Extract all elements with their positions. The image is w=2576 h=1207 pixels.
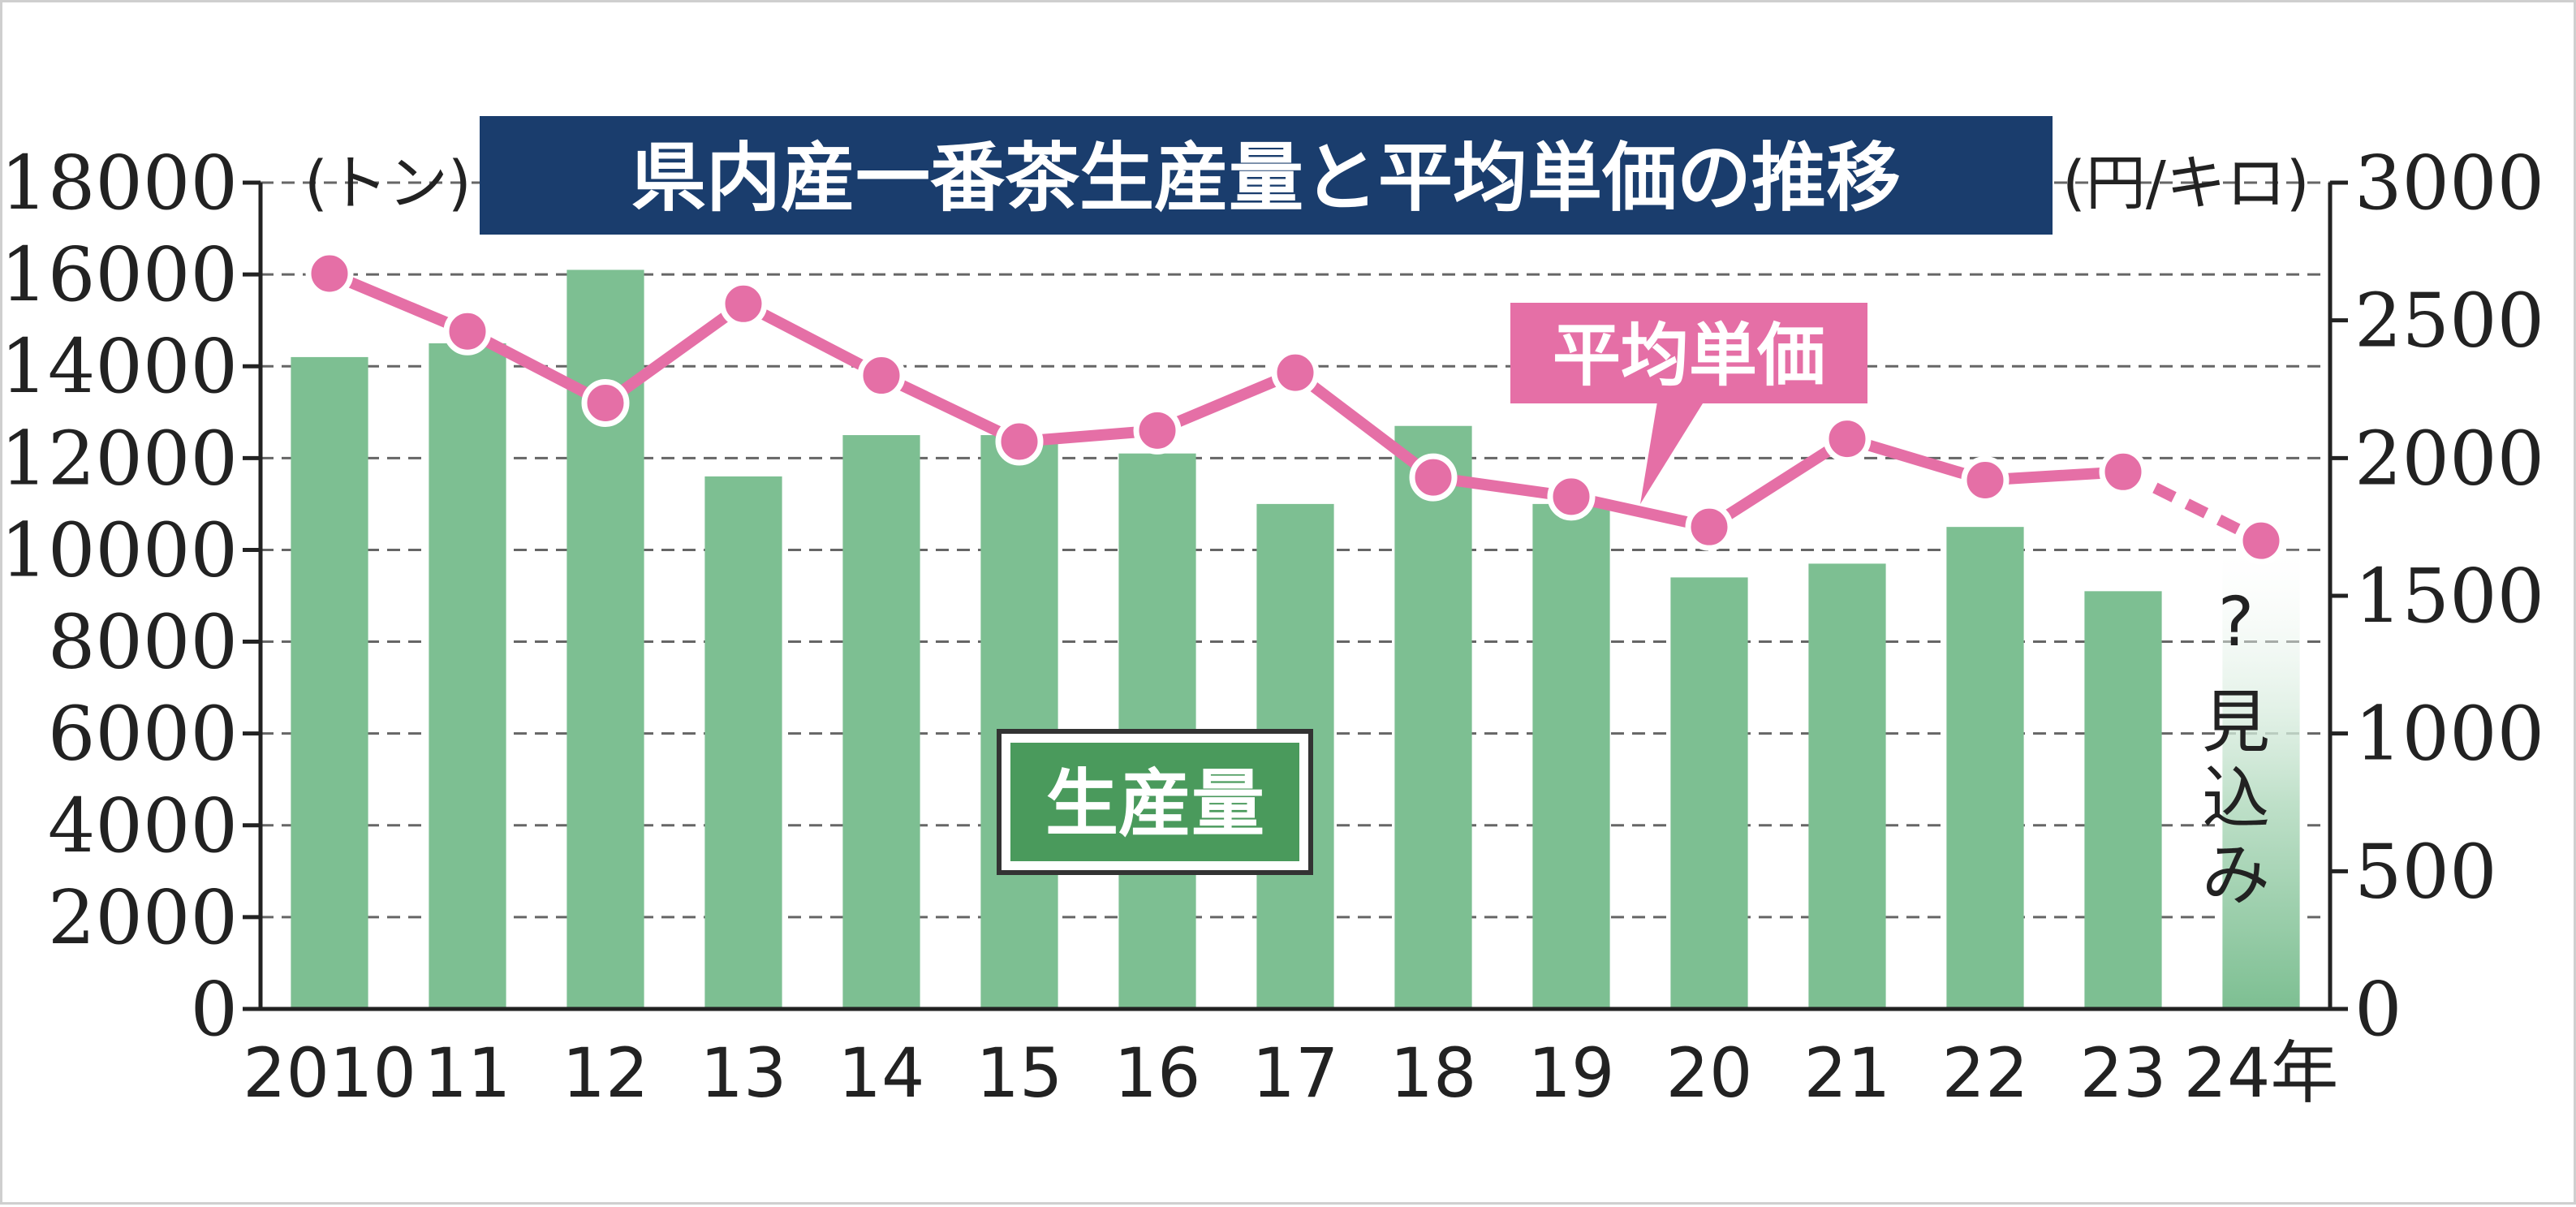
right-tick-label: 1000 [2354,691,2544,778]
bar [842,435,920,1009]
price-point [581,378,630,427]
left-tick-label: 12000 [2,415,238,502]
x-tick-label: 14 [838,1033,925,1113]
x-tick-label: 20 [1666,1033,1753,1113]
line-series-label-fill [1510,303,1867,403]
right-tick-label: 2500 [2354,278,2544,364]
estimate-char-2: 込 [2202,759,2270,838]
line-series-label-box: 平均単価 [1510,303,1867,504]
bar [2084,591,2162,1009]
line-layer [305,249,2285,565]
line-series-label: 平均単価 [1553,316,1825,395]
bar [291,356,368,1009]
bar [704,476,782,1009]
x-tick-label: 2010 [243,1033,416,1113]
price-line-estimated [2120,467,2264,546]
x-tick-label: 11 [424,1033,511,1113]
price-line [327,268,2124,533]
bar-series-label-fill [1010,743,1299,861]
axis-layer: 0200040006000800010000120001400016000180… [2,140,2544,1113]
price-point [2237,516,2285,565]
bar [980,435,1058,1009]
bar-series-label-box: 生産量 [997,729,1313,875]
estimate-char-3: み [2202,835,2270,915]
price-point [719,279,768,328]
bar [1670,577,1748,1009]
x-tick-label: 18 [1390,1033,1477,1113]
price-point [995,417,1044,466]
x-tick-label: 21 [1804,1033,1891,1113]
estimate-char-1: 見 [2202,683,2270,762]
bar [1946,527,2024,1009]
left-tick-label: 8000 [48,599,238,686]
right-tick-label: 3000 [2354,140,2544,226]
right-tick-label: 0 [2354,966,2402,1053]
left-tick-label: 16000 [2,231,238,318]
left-tick-label: 2000 [48,874,238,961]
x-tick-label: 24年 [2184,1033,2339,1113]
price-point [1133,406,1182,455]
chart-title: 県内産一番茶生産量と平均単価の推移 [631,135,1901,222]
price-point [1685,502,1734,551]
left-tick-label: 10000 [2,507,238,593]
estimate-question-mark: ? [2218,582,2255,662]
price-point [2099,447,2147,496]
bar [1532,503,1610,1009]
chart-title-background [480,116,2053,235]
price-point [305,249,354,298]
x-tick-label: 16 [1114,1033,1201,1113]
price-point [1823,415,1872,463]
bar [1808,563,1886,1009]
x-tick-label: 13 [700,1033,787,1113]
x-tick-label: 17 [1252,1033,1339,1113]
price-point [1409,453,1458,502]
bar [429,343,506,1009]
left-tick-label: 0 [190,966,238,1053]
price-point [1271,348,1320,397]
bar-series-label: 生産量 [1045,761,1264,847]
price-point [1547,472,1596,521]
right-axis-unit: (円/キロ) [2062,149,2310,218]
x-tick-label: 22 [1942,1033,2029,1113]
left-tick-label: 4000 [48,782,238,869]
left-tick-label: 6000 [48,691,238,778]
left-tick-label: 18000 [2,140,238,226]
bar [1394,425,1472,1009]
x-tick-label: 12 [562,1033,649,1113]
bar-estimated [2222,550,2300,1009]
chart-title-box: 県内産一番茶生産量と平均単価の推移 [480,116,2053,235]
price-point [1961,455,2010,504]
x-tick-label: 23 [2080,1033,2167,1113]
left-tick-label: 14000 [2,323,238,410]
left-axis-unit: (トン) [304,149,472,218]
price-point [443,307,492,356]
price-point [857,351,906,400]
line-series-label-pointer [1640,397,1707,504]
x-tick-label: 15 [976,1033,1063,1113]
x-tick-label: 19 [1528,1033,1615,1113]
right-tick-label: 2000 [2354,415,2544,502]
right-tick-label: 1500 [2354,553,2544,640]
right-tick-label: 500 [2354,828,2497,915]
